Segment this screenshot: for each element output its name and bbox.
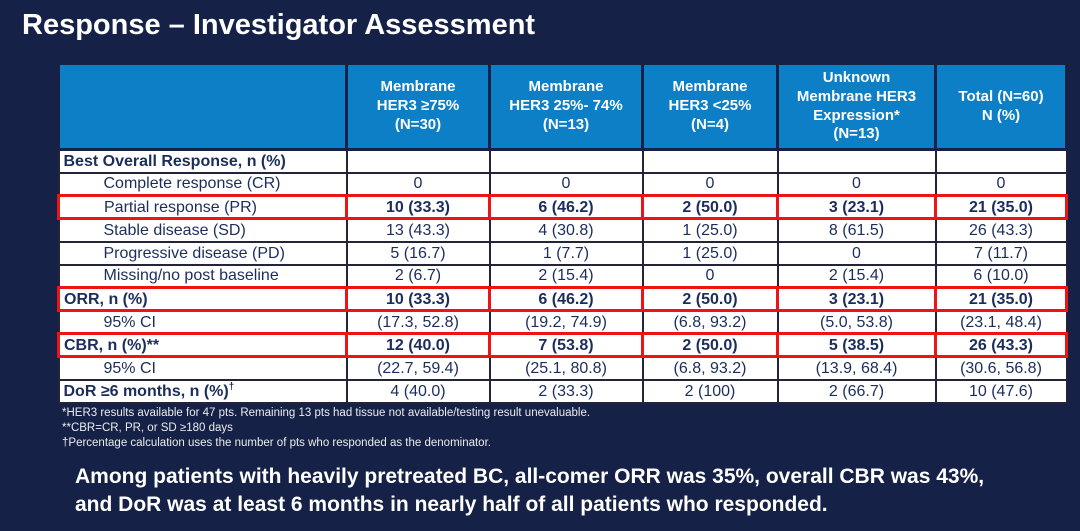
cell-value: 7 (53.8) [488,332,644,358]
footnote-line: †Percentage calculation uses the number … [62,436,491,449]
cell-value [934,148,1068,174]
cell-value: 3 (23.1) [776,286,937,312]
cell-value: 0 [345,171,491,197]
cell-value [488,148,644,174]
cell-value: 1 (25.0) [641,240,779,266]
footnote-line: **CBR=CR, PR, or SD ≥180 days [62,421,233,434]
column-header-3: Membrane HER3 <25% (N=4) [641,62,779,151]
table-row: Missing/no post baseline 2 (6.7) 2 (15.4) 0… [57,263,1068,289]
row-label: ORR, n (%) [57,286,348,312]
page-title: Response – Investigator Assessment [22,9,536,41]
cell-value: (19.2, 74.9) [488,309,644,335]
cell-value: 21 (35.0) [934,194,1068,220]
cell-value: 0 [488,171,644,197]
cell-value: 5 (38.5) [776,332,937,358]
cell-value: 8 (61.5) [776,217,937,243]
row-label: CBR, n (%)** [57,332,348,358]
column-header-4: Unknown Membrane HER3 Expression* (N=13) [776,62,937,151]
cell-value: 2 (50.0) [641,194,779,220]
row-label: Partial response (PR) [57,194,348,220]
row-label: Progressive disease (PD) [57,240,348,266]
cell-value: (23.1, 48.4) [934,309,1068,335]
row-label: 95% CI [57,355,348,381]
response-table-container: Membrane HER3 ≥75% (N=30) Membrane HER3 2… [57,62,1068,404]
cell-value: 10 (33.3) [345,194,491,220]
column-header-5: Total (N=60) N (%) [934,62,1068,151]
cell-value: 1 (25.0) [641,217,779,243]
row-label: DoR ≥6 months, n (%)† [57,378,348,404]
column-header-2: Membrane HER3 25%- 74% (N=13) [488,62,644,151]
column-header-1: Membrane HER3 ≥75% (N=30) [345,62,491,151]
cell-value: 13 (43.3) [345,217,491,243]
cell-value: 0 [776,240,937,266]
cell-value: 0 [641,263,779,289]
response-table: Membrane HER3 ≥75% (N=30) Membrane HER3 2… [57,62,1068,404]
cell-value [641,148,779,174]
cell-value [776,148,937,174]
cell-value: (17.3, 52.8) [345,309,491,335]
cell-value: (6.8, 93.2) [641,355,779,381]
cell-value: 26 (43.3) [934,217,1068,243]
table-row: Stable disease (SD) 13 (43.3) 4 (30.8) 1 (2… [57,217,1068,243]
cell-value: 2 (66.7) [776,378,937,404]
cell-value: 10 (33.3) [345,286,491,312]
table-row: Complete response (CR) 0 0 0 0 0 [57,171,1068,197]
summary-statement: Among patients with heavily pretreated B… [75,465,985,516]
row-label: 95% CI [57,309,348,335]
cell-value: 6 (46.2) [488,286,644,312]
table-header-row: Membrane HER3 ≥75% (N=30) Membrane HER3 2… [57,62,1068,151]
table-row: 95% CI (17.3, 52.8) (19.2, 74.9) (6.8, 93.2… [57,309,1068,335]
cell-value: 10 (47.6) [934,378,1068,404]
table-row: DoR ≥6 months, n (%)† 4 (40.0) 2 (33.3) 2 (… [57,378,1068,404]
cell-value: 21 (35.0) [934,286,1068,312]
cell-value: 2 (50.0) [641,332,779,358]
cell-value: 26 (43.3) [934,332,1068,358]
row-label: Complete response (CR) [57,171,348,197]
row-label: Missing/no post baseline [57,263,348,289]
cell-value: 2 (15.4) [776,263,937,289]
superscript-marker: † [228,381,235,393]
column-header-0 [57,62,348,151]
cell-value: 2 (100) [641,378,779,404]
table-row: Partial response (PR) 10 (33.3) 6 (46.2) 2 … [57,194,1068,220]
cell-value: 7 (11.7) [934,240,1068,266]
cell-value: 0 [776,171,937,197]
cell-value: 4 (30.8) [488,217,644,243]
cell-value: (22.7, 59.4) [345,355,491,381]
cell-value: 12 (40.0) [345,332,491,358]
cell-value: 6 (10.0) [934,263,1068,289]
cell-value: 2 (15.4) [488,263,644,289]
cell-value: 0 [934,171,1068,197]
cell-value: 6 (46.2) [488,194,644,220]
cell-value: (13.9, 68.4) [776,355,937,381]
row-label: Stable disease (SD) [57,217,348,243]
cell-value: 2 (6.7) [345,263,491,289]
cell-value: (5.0, 53.8) [776,309,937,335]
cell-value: (30.6, 56.8) [934,355,1068,381]
table-row: CBR, n (%)** 12 (40.0) 7 (53.8) 2 (50.0) 5 (… [57,332,1068,358]
cell-value: 3 (23.1) [776,194,937,220]
table-row: ORR, n (%) 10 (33.3) 6 (46.2) 2 (50.0) 3 (23… [57,286,1068,312]
footnote-line: *HER3 results available for 47 pts. Rema… [62,407,591,419]
cell-value: 0 [641,171,779,197]
cell-value: 2 (33.3) [488,378,644,404]
table-row: Progressive disease (PD) 5 (16.7) 1 (7.7) 1… [57,240,1068,266]
footnotes: *HER3 results available for 47 pts. Rema… [62,406,590,451]
row-label: Best Overall Response, n (%) [57,148,348,174]
cell-value: (25.1, 80.8) [488,355,644,381]
cell-value [345,148,491,174]
cell-value: 1 (7.7) [488,240,644,266]
table-row: Best Overall Response, n (%) [57,148,1068,174]
table-row: 95% CI (22.7, 59.4) (25.1, 80.8) (6.8, 93.2… [57,355,1068,381]
cell-value: (6.8, 93.2) [641,309,779,335]
cell-value: 5 (16.7) [345,240,491,266]
cell-value: 2 (50.0) [641,286,779,312]
cell-value: 4 (40.0) [345,378,491,404]
